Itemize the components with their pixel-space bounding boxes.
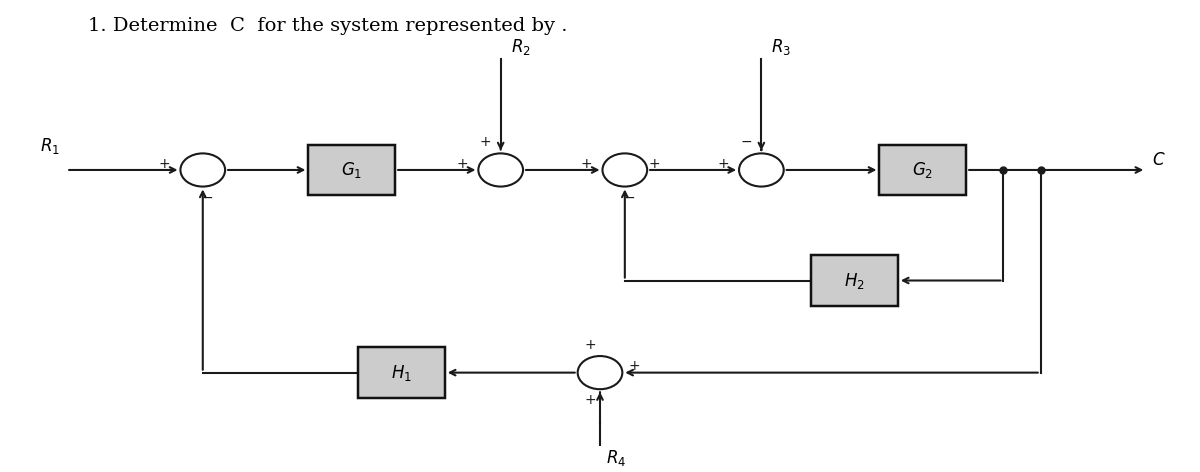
FancyBboxPatch shape xyxy=(880,144,966,195)
Text: $R_2$: $R_2$ xyxy=(511,37,530,57)
FancyBboxPatch shape xyxy=(811,255,898,306)
Circle shape xyxy=(479,153,523,186)
Text: +: + xyxy=(158,157,170,170)
Text: +: + xyxy=(584,338,596,352)
Text: −: − xyxy=(740,135,752,149)
Circle shape xyxy=(577,356,623,389)
Text: $G_2$: $G_2$ xyxy=(912,160,934,180)
Text: $R_4$: $R_4$ xyxy=(606,448,626,468)
Text: $H_1$: $H_1$ xyxy=(391,362,412,383)
Text: +: + xyxy=(718,157,728,170)
Text: +: + xyxy=(629,359,641,373)
Text: 1. Determine  C  for the system represented by .: 1. Determine C for the system represente… xyxy=(88,17,568,35)
FancyBboxPatch shape xyxy=(358,347,445,398)
Text: +: + xyxy=(584,393,596,407)
Text: $R_3$: $R_3$ xyxy=(772,37,791,57)
Text: +: + xyxy=(581,157,592,170)
Circle shape xyxy=(739,153,784,186)
Text: $C$: $C$ xyxy=(1152,152,1166,169)
Text: $G_1$: $G_1$ xyxy=(341,160,362,180)
Text: +: + xyxy=(456,157,468,170)
Circle shape xyxy=(602,153,647,186)
Text: $H_2$: $H_2$ xyxy=(844,270,865,290)
Text: $R_1$: $R_1$ xyxy=(40,136,60,156)
Text: −: − xyxy=(202,191,214,204)
Text: +: + xyxy=(480,135,492,149)
Circle shape xyxy=(180,153,226,186)
Text: −: − xyxy=(624,191,636,204)
FancyBboxPatch shape xyxy=(308,144,395,195)
Text: +: + xyxy=(649,157,660,170)
